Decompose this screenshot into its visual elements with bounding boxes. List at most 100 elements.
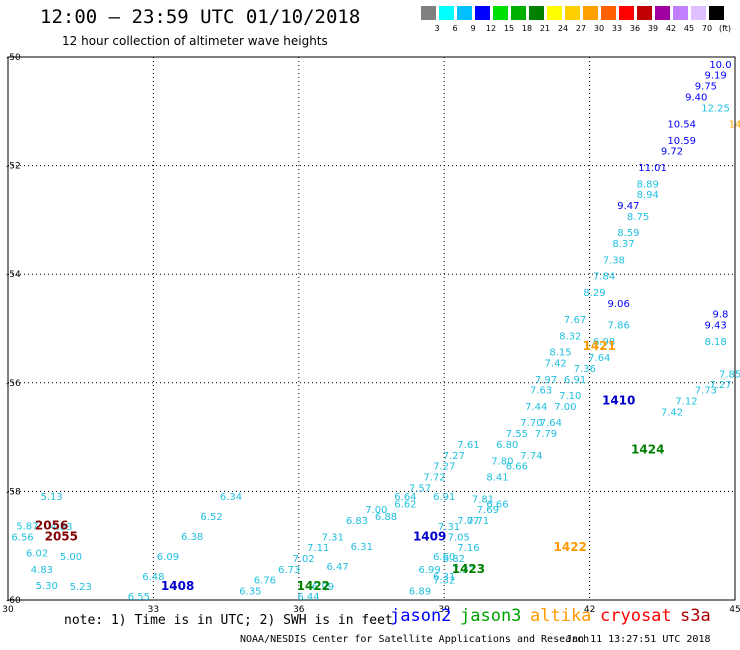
color-swatch bbox=[637, 6, 652, 20]
data-point-label: 6.66 bbox=[486, 500, 508, 511]
color-scale-label: 30 bbox=[593, 24, 605, 33]
data-point-label: 7.57 bbox=[409, 483, 431, 494]
footer-note: note: 1) Time is in UTC; 2) SWH is in fe… bbox=[64, 613, 393, 628]
data-point-label: 6.47 bbox=[326, 562, 348, 573]
color-swatch bbox=[493, 6, 508, 20]
color-swatch bbox=[709, 6, 724, 20]
pass-time-label: 2056 bbox=[35, 518, 68, 532]
y-tick-label: -58 bbox=[6, 487, 21, 497]
color-swatch bbox=[547, 6, 562, 20]
legend-entry-jason3: jason3 bbox=[460, 606, 522, 626]
data-point-label: 10.0 bbox=[709, 60, 731, 71]
data-point-label: 7.07 bbox=[457, 516, 479, 527]
data-point-label: 6.60 bbox=[433, 552, 455, 563]
data-point-label: 10.0 bbox=[714, 49, 736, 60]
pass-time-label: 1421 bbox=[583, 339, 616, 353]
data-point-label: 7.81 bbox=[472, 494, 494, 505]
color-scale-label: 24 bbox=[557, 24, 569, 33]
color-swatch bbox=[691, 6, 706, 20]
color-scale-label: 33 bbox=[611, 24, 623, 33]
data-point-label: 7.27 bbox=[433, 462, 455, 473]
data-point-label: 9.8 bbox=[713, 310, 729, 321]
pass-time-label: 1422 bbox=[297, 579, 330, 593]
data-point-label: 8.15 bbox=[549, 348, 571, 359]
data-point-label: 6.55 bbox=[128, 592, 150, 603]
data-point-label: 7.74 bbox=[520, 451, 542, 462]
pass-time-label: 1422 bbox=[554, 540, 587, 554]
color-scale-label: 12 bbox=[485, 24, 497, 33]
legend-entry-altika: altika bbox=[530, 606, 592, 626]
data-point-label: 8.37 bbox=[612, 239, 634, 250]
y-tick-label: -52 bbox=[6, 162, 21, 172]
data-point-label: 7.44 bbox=[525, 402, 547, 413]
data-point-label: 6.35 bbox=[239, 587, 261, 598]
data-point-label: 7.32 bbox=[433, 576, 455, 587]
data-point-label: 7.42 bbox=[545, 359, 567, 370]
data-point-label: 6.98 bbox=[593, 337, 615, 348]
plot-frame bbox=[7, 56, 736, 601]
data-point-label: 5.87 bbox=[16, 521, 38, 532]
color-scale-label: 27 bbox=[575, 24, 587, 33]
color-swatch bbox=[529, 6, 544, 20]
color-scale-label: 70 bbox=[701, 24, 713, 33]
pass-time-label: 1409 bbox=[413, 529, 446, 543]
data-point-label: 5.30 bbox=[36, 581, 58, 592]
data-point-label: 6.91 bbox=[433, 492, 455, 503]
data-point-label: 6.82 bbox=[443, 554, 465, 565]
data-point-label: 7.70 bbox=[520, 418, 542, 429]
legend-entry-s3a: s3a bbox=[680, 606, 711, 626]
data-point-label: 8.18 bbox=[704, 337, 726, 348]
color-scale-label: 6 bbox=[452, 24, 458, 33]
data-point-label: 7.84 bbox=[593, 272, 615, 283]
data-point-label: 7.55 bbox=[506, 429, 528, 440]
data-point-label: 11.01 bbox=[638, 163, 667, 174]
data-point-label: 9.75 bbox=[695, 82, 717, 93]
data-point-label: 6.64 bbox=[394, 492, 416, 503]
data-point-label: 7.42 bbox=[661, 407, 683, 418]
data-point-label: 5.23 bbox=[70, 582, 92, 593]
y-tick-label: -54 bbox=[6, 270, 21, 280]
data-point-label: 7.27 bbox=[709, 380, 731, 391]
data-point-label: 5.13 bbox=[40, 492, 62, 503]
legend-entry-cryosat: cryosat bbox=[600, 606, 672, 626]
data-point-label: 6.91 bbox=[564, 375, 586, 386]
color-scale-label: (ft) bbox=[718, 24, 732, 33]
data-point-label: 7.12 bbox=[675, 397, 697, 408]
color-scale-label: 36 bbox=[629, 24, 641, 33]
data-point-label: 7.27 bbox=[443, 451, 465, 462]
x-tick-label: 42 bbox=[584, 605, 595, 615]
data-point-label: 6.56 bbox=[11, 532, 33, 543]
data-point-label: 6.62 bbox=[394, 500, 416, 511]
legend-entry-jason2: jason2 bbox=[390, 606, 452, 626]
color-swatch bbox=[511, 6, 526, 20]
data-point-label: 8.41 bbox=[486, 473, 508, 484]
data-point-label: 7.80 bbox=[491, 456, 513, 467]
color-swatch bbox=[601, 6, 616, 20]
data-point-label: 6.66 bbox=[506, 462, 528, 473]
data-point-label: 6.99 bbox=[312, 582, 334, 593]
pass-time-label: 1408 bbox=[161, 579, 194, 593]
y-tick-label: -60 bbox=[6, 596, 21, 606]
color-scale-label: 3 bbox=[434, 24, 440, 33]
data-point-label: 7.79 bbox=[535, 429, 557, 440]
data-point-label: 7.64 bbox=[588, 353, 610, 364]
data-point-label: 8.89 bbox=[637, 179, 659, 190]
x-tick-label: 45 bbox=[729, 605, 740, 615]
y-tick-label: -50 bbox=[6, 53, 21, 63]
data-point-label: 6.88 bbox=[375, 512, 397, 523]
data-point-label: 6.52 bbox=[200, 512, 222, 523]
pass-time-label: 1424 bbox=[631, 442, 664, 456]
pass-time-label: 2055 bbox=[45, 529, 78, 543]
data-point-label: 8.75 bbox=[627, 212, 649, 223]
data-point-label: 9.19 bbox=[704, 71, 726, 82]
data-point-label: 9.47 bbox=[617, 201, 639, 212]
data-point-label: 9.06 bbox=[608, 299, 630, 310]
chart-title: 12:00 – 23:59 UTC 01/10/2018 bbox=[40, 6, 361, 28]
data-point-label: 6.31 bbox=[433, 572, 455, 583]
color-swatch bbox=[619, 6, 634, 20]
data-point-label: 6.31 bbox=[351, 542, 373, 553]
data-point-label: 7.00 bbox=[554, 402, 576, 413]
data-point-label: 7.67 bbox=[564, 315, 586, 326]
data-point-label: 6.34 bbox=[220, 492, 242, 503]
data-point-label: 7.31 bbox=[438, 522, 460, 533]
